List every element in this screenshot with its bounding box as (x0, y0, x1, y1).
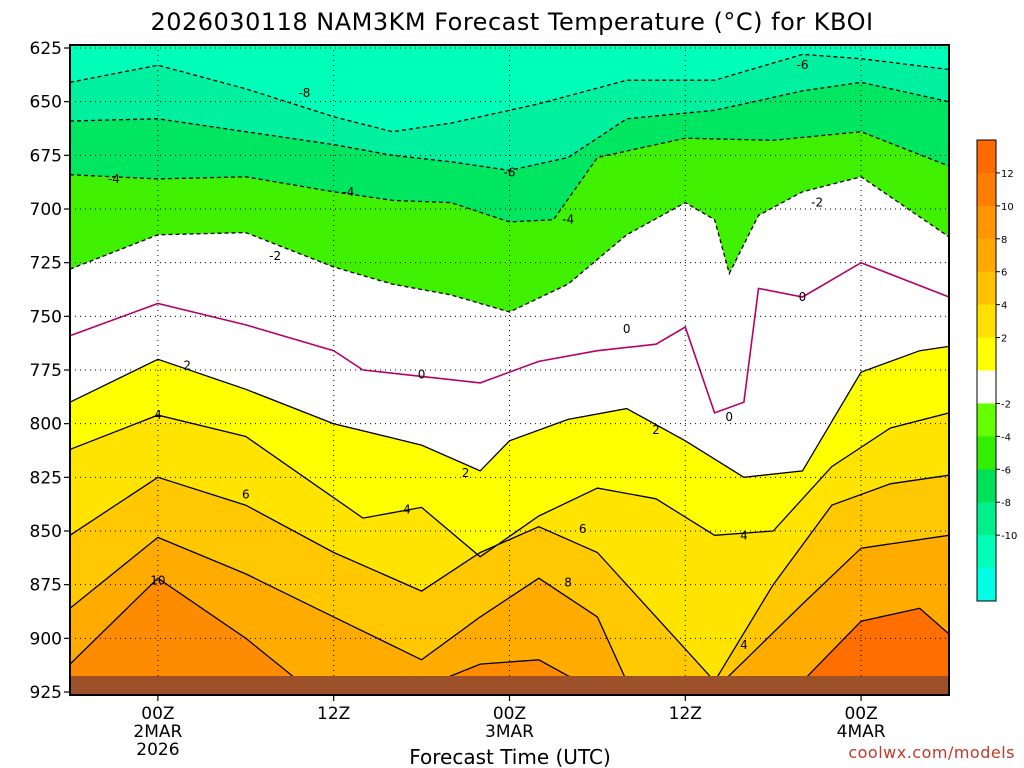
colorbar-tick-label: -6 (1001, 465, 1011, 476)
colorbar-tick-label: 6 (1001, 268, 1007, 279)
colorbar-swatch (977, 502, 996, 536)
isotherm-labels: -8 -6 -6 -4 -4 -4 -2 -2 0 0 0 0 2 2 2 4 4 4 4 6 6 8 10 (108, 58, 823, 652)
isotherm-minus-8 (70, 53, 949, 133)
isotherm-label: -2 (811, 196, 823, 210)
y-tick-label: 900 (30, 629, 62, 649)
isotherm-0 (70, 261, 949, 414)
terrain-ground (70, 676, 949, 695)
colorbar-tick-label: -10 (1001, 531, 1017, 542)
colorbar-frame (976, 139, 997, 602)
colorbar-swatch (977, 271, 996, 306)
x-tick-sublabel: 2026 (136, 740, 179, 760)
isotherm-label: 8 (564, 576, 572, 590)
isotherm-minus-4 (70, 131, 949, 223)
colorbar-swatch (977, 205, 996, 240)
colorbar-tick-label: 4 (1001, 301, 1007, 312)
x-tick-label: 12Z (669, 704, 702, 724)
isotherm-12 (802, 607, 949, 682)
colorbar-swatch (977, 469, 996, 503)
isotherm-8 (70, 534, 949, 691)
colorbar-tick-label: 12 (1001, 169, 1014, 180)
colorbar-tick-label: -4 (1001, 432, 1011, 443)
isotherm-label: -6 (797, 58, 809, 72)
colorbar-swatch (977, 172, 996, 207)
isotherm-label: 6 (579, 522, 587, 536)
colorbar-swatch (977, 304, 996, 339)
colorbar: 12 10 8 6 4 2 -2 -4 -6 -8 -10 (976, 139, 1017, 602)
isotherm-label: -4 (562, 213, 574, 227)
colorbar-swatch (977, 337, 996, 371)
isotherm-label: -4 (108, 172, 120, 186)
y-tick-label: 825 (30, 468, 62, 488)
plot-area (70, 45, 949, 695)
x-tick-label: 00Z (844, 704, 877, 724)
y-tick-label: 775 (30, 361, 62, 381)
grid-lines (70, 45, 949, 695)
isotherm-label: -6 (504, 166, 516, 180)
colorbar-swatch (977, 238, 996, 273)
colorbar-tick-label: 10 (1001, 202, 1014, 213)
y-tick-label: 650 (30, 93, 62, 113)
isotherm-label: 6 (242, 488, 250, 502)
isotherm-label: -8 (298, 86, 310, 100)
x-tick-label: 12Z (317, 704, 350, 724)
y-tick-label: 925 (30, 683, 62, 703)
band-above-12 (802, 608, 949, 695)
isotherm-label: 4 (740, 528, 748, 542)
isotherm-2 (70, 345, 949, 478)
isotherm-label: 4 (740, 638, 748, 652)
x-tick-sublabel: 3MAR (485, 722, 534, 742)
colorbar-swatch (977, 140, 996, 174)
x-axis-label: Forecast Time (UTC) (409, 745, 611, 768)
colorbar-tick-label: -2 (1001, 399, 1011, 410)
isotherm-6 (70, 474, 949, 683)
x-tick-sublabel: 2MAR (133, 722, 182, 742)
band-above-10 (70, 578, 598, 695)
isotherm-minus-2 (70, 176, 949, 313)
y-tick-label: 625 (30, 39, 62, 59)
isotherm-label: 0 (725, 410, 733, 424)
y-tick-label: 800 (30, 415, 62, 435)
credit-label[interactable]: coolwx.com/models (848, 743, 1015, 762)
y-tick-label: 675 (30, 146, 62, 166)
colorbar-swatch (977, 436, 996, 470)
x-tick-label: 00Z (141, 704, 174, 724)
colorbar-swatch (977, 535, 996, 569)
y-tick-label: 750 (30, 307, 62, 327)
isotherm-label: 4 (403, 503, 411, 517)
isotherm-label: -2 (269, 249, 281, 263)
y-tick-label: 850 (30, 522, 62, 542)
colorbar-tick-label: -8 (1001, 498, 1011, 509)
isotherm-label: 0 (418, 367, 426, 381)
isotherm-label: 2 (462, 466, 470, 480)
colorbar-tick-label: 2 (1001, 334, 1007, 345)
x-tick-label: 00Z (493, 704, 526, 724)
isotherm-label: 0 (799, 290, 807, 304)
isotherm-label: 2 (652, 423, 660, 437)
isotherm-label: -4 (342, 185, 354, 199)
colorbar-swatch (977, 568, 996, 602)
isotherm-label: 10 (150, 573, 165, 587)
x-tick-sublabel: 4MAR (837, 722, 886, 742)
isotherm-4 (70, 412, 949, 558)
y-tick-label: 875 (30, 576, 62, 596)
y-tick-label: 700 (30, 200, 62, 220)
y-axis: 625 650 675 700 725 750 775 800 825 850 875 900 925 (30, 39, 70, 703)
colorbar-swatch (977, 370, 996, 404)
isotherm-label: 2 (183, 359, 191, 373)
colorbar-swatch (977, 403, 996, 437)
chart-title: 2026030118 NAM3KM Forecast Temperature (… (150, 8, 873, 36)
isotherm-label: 4 (154, 408, 162, 422)
colorbar-tick-label: 8 (1001, 235, 1007, 246)
y-tick-label: 725 (30, 254, 62, 274)
isotherm-label: 0 (623, 322, 631, 336)
